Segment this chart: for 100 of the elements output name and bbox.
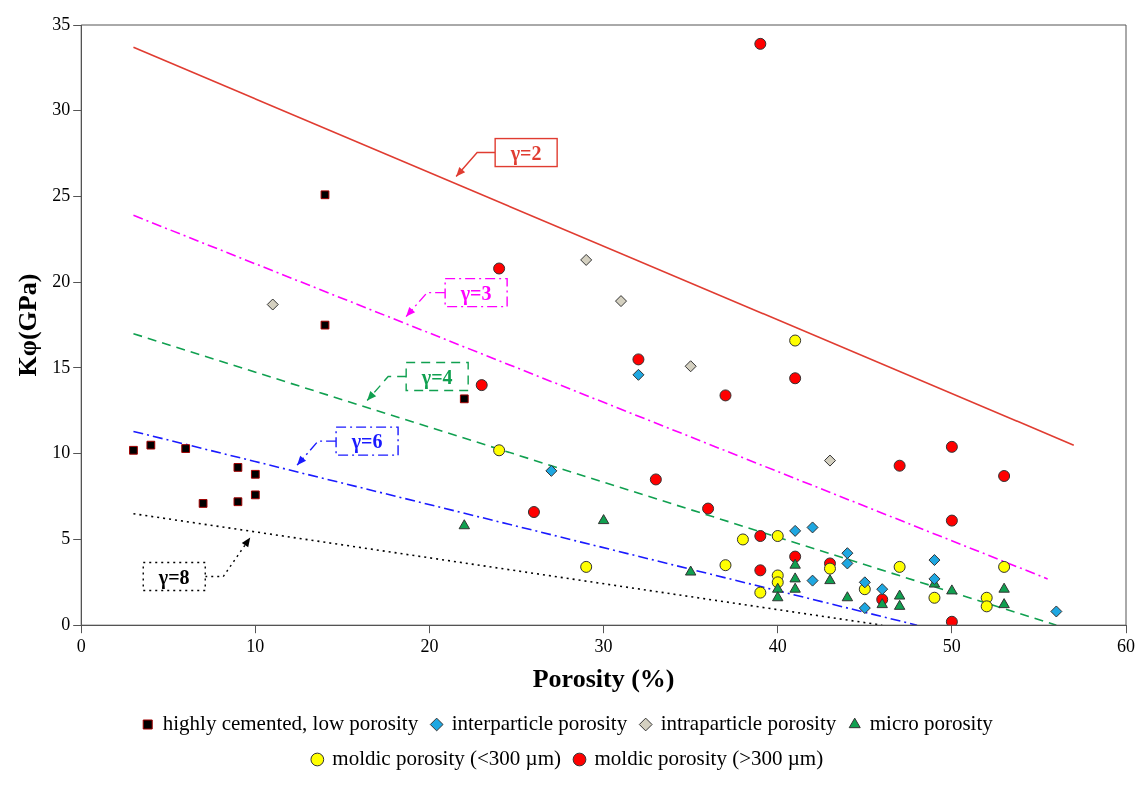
point [615,295,628,308]
point [772,582,784,593]
point [998,470,1011,483]
point [980,600,993,613]
point [320,320,330,330]
y-tick-label: 30 [52,99,71,120]
point [928,572,941,585]
point [789,582,801,593]
point [945,514,958,527]
point [545,464,558,477]
point [233,463,243,472]
point [998,598,1010,609]
point [493,262,506,275]
point [719,559,732,572]
point [754,530,767,543]
y-axis-title: Kφ(GPa) [13,273,43,377]
point [893,459,906,472]
point [320,190,330,200]
point [580,253,593,266]
point [789,372,802,385]
x-axis-title: Porosity (%) [532,664,675,694]
point [771,530,784,543]
legend-label: γ=2 [509,141,542,165]
point [580,560,593,573]
point [806,521,819,534]
point [459,394,469,404]
legend-label: highly cemented, low porosity [162,711,419,736]
point [876,583,889,596]
point [858,576,871,589]
legend-label: interparticle porosity [451,711,628,736]
legend-label: moldic porosity (<300 µm) [332,746,562,771]
point [597,514,610,525]
point [475,379,488,392]
legend-label: micro porosity [869,711,994,736]
point [754,586,767,599]
point [789,524,802,537]
point [841,591,854,602]
point [945,440,958,453]
y-tick-label: 25 [52,185,71,206]
y-tick-label: 5 [61,528,71,549]
point [858,602,871,615]
point [893,589,906,600]
point [841,547,854,560]
point [998,560,1011,573]
legend-label: γ=4 [420,365,453,389]
point [823,562,836,575]
point [649,473,662,486]
point [998,582,1010,593]
point [702,502,715,515]
point [789,334,802,347]
x-tick-label: 10 [246,635,265,656]
x-tick-label: 40 [768,635,787,656]
point [129,445,138,455]
point [266,298,279,311]
point [1050,605,1063,618]
point [928,591,941,604]
legend-label: γ=3 [459,281,492,305]
x-tick-label: 0 [76,635,86,656]
point [946,584,958,595]
legend-label: intraparticle porosity [660,711,837,736]
point [736,533,749,546]
point [789,572,801,583]
point [824,574,836,585]
point [772,591,784,602]
point [876,598,888,609]
x-tick-label: 60 [1117,635,1135,656]
point [181,444,191,453]
point [893,599,906,610]
point [823,454,836,467]
point [632,353,645,366]
point [841,557,854,570]
point [250,469,260,479]
point [789,558,801,569]
legend-label: moldic porosity (>300 µm) [594,746,824,771]
point [945,615,958,626]
point [806,574,819,587]
y-tick-label: 20 [52,270,71,291]
point [684,565,697,576]
point [632,368,645,381]
point [928,554,941,567]
point [527,506,540,519]
point [893,560,906,573]
y-tick-label: 0 [61,613,71,634]
point [146,440,156,450]
y-tick-label: 10 [52,442,71,463]
point [684,360,697,373]
point [754,37,767,50]
x-tick-label: 30 [594,635,613,656]
point [754,564,767,577]
y-tick-label: 35 [52,13,71,34]
point [233,497,243,507]
x-tick-label: 50 [942,635,961,656]
point [458,519,470,530]
point [493,444,506,457]
point [198,499,208,508]
legend-label: γ=6 [350,430,383,454]
text: γ=8 [157,565,190,589]
y-tick-label: 15 [52,356,71,377]
point [250,490,260,500]
x-tick-label: 20 [420,635,439,656]
